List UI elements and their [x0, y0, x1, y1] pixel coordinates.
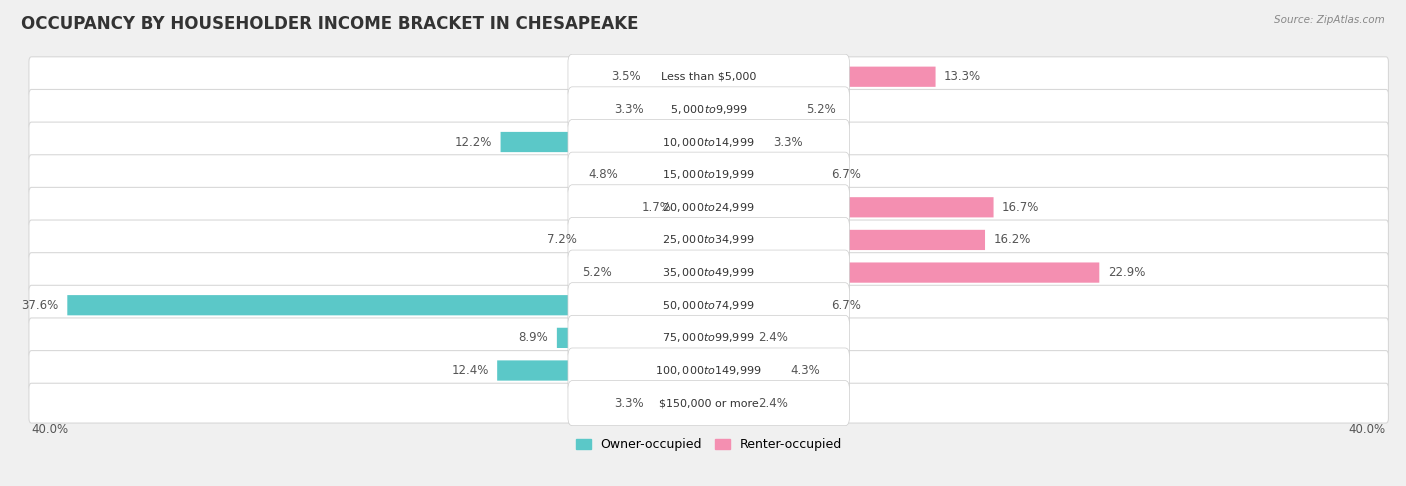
FancyBboxPatch shape [709, 197, 994, 217]
FancyBboxPatch shape [501, 132, 709, 152]
Text: 13.3%: 13.3% [943, 70, 981, 83]
FancyBboxPatch shape [709, 165, 823, 185]
Text: $75,000 to $99,999: $75,000 to $99,999 [662, 331, 755, 345]
Text: 6.7%: 6.7% [831, 168, 862, 181]
FancyBboxPatch shape [709, 328, 749, 348]
FancyBboxPatch shape [709, 67, 935, 87]
FancyBboxPatch shape [568, 348, 849, 393]
Text: 5.2%: 5.2% [806, 103, 835, 116]
FancyBboxPatch shape [650, 67, 709, 87]
Text: $10,000 to $14,999: $10,000 to $14,999 [662, 136, 755, 149]
Text: 37.6%: 37.6% [21, 299, 59, 312]
FancyBboxPatch shape [620, 262, 709, 283]
Text: 8.9%: 8.9% [519, 331, 548, 345]
Text: 6.7%: 6.7% [831, 299, 862, 312]
FancyBboxPatch shape [30, 253, 1389, 293]
Text: 3.3%: 3.3% [614, 103, 644, 116]
FancyBboxPatch shape [568, 87, 849, 132]
FancyBboxPatch shape [568, 315, 849, 361]
FancyBboxPatch shape [679, 197, 709, 217]
Text: $35,000 to $49,999: $35,000 to $49,999 [662, 266, 755, 279]
FancyBboxPatch shape [557, 328, 709, 348]
FancyBboxPatch shape [709, 230, 986, 250]
Text: 7.2%: 7.2% [547, 233, 578, 246]
Text: 2.4%: 2.4% [758, 331, 787, 345]
FancyBboxPatch shape [30, 285, 1389, 325]
Text: 22.9%: 22.9% [1108, 266, 1146, 279]
Text: 3.3%: 3.3% [773, 136, 803, 149]
FancyBboxPatch shape [627, 165, 709, 185]
Text: 4.8%: 4.8% [589, 168, 619, 181]
Text: OCCUPANCY BY HOUSEHOLDER INCOME BRACKET IN CHESAPEAKE: OCCUPANCY BY HOUSEHOLDER INCOME BRACKET … [21, 15, 638, 33]
FancyBboxPatch shape [568, 381, 849, 426]
FancyBboxPatch shape [30, 188, 1389, 227]
Text: $150,000 or more: $150,000 or more [659, 398, 759, 408]
FancyBboxPatch shape [709, 295, 823, 315]
Text: $15,000 to $19,999: $15,000 to $19,999 [662, 168, 755, 181]
FancyBboxPatch shape [709, 99, 797, 120]
FancyBboxPatch shape [498, 361, 709, 381]
FancyBboxPatch shape [709, 361, 782, 381]
Text: $5,000 to $9,999: $5,000 to $9,999 [669, 103, 748, 116]
Text: 1.7%: 1.7% [641, 201, 671, 214]
FancyBboxPatch shape [568, 120, 849, 165]
Text: 12.4%: 12.4% [451, 364, 489, 377]
Text: Source: ZipAtlas.com: Source: ZipAtlas.com [1274, 15, 1385, 25]
FancyBboxPatch shape [568, 250, 849, 295]
FancyBboxPatch shape [568, 283, 849, 328]
FancyBboxPatch shape [30, 220, 1389, 260]
FancyBboxPatch shape [30, 57, 1389, 97]
FancyBboxPatch shape [67, 295, 709, 315]
FancyBboxPatch shape [586, 230, 709, 250]
Text: Less than $5,000: Less than $5,000 [661, 72, 756, 82]
FancyBboxPatch shape [652, 393, 709, 413]
Text: 12.2%: 12.2% [454, 136, 492, 149]
Text: $100,000 to $149,999: $100,000 to $149,999 [655, 364, 762, 377]
FancyBboxPatch shape [30, 122, 1389, 162]
FancyBboxPatch shape [709, 132, 765, 152]
FancyBboxPatch shape [568, 54, 849, 99]
FancyBboxPatch shape [568, 152, 849, 197]
Legend: Owner-occupied, Renter-occupied: Owner-occupied, Renter-occupied [575, 438, 842, 451]
FancyBboxPatch shape [568, 217, 849, 262]
FancyBboxPatch shape [30, 383, 1389, 423]
Text: 3.5%: 3.5% [610, 70, 641, 83]
Text: $25,000 to $34,999: $25,000 to $34,999 [662, 233, 755, 246]
FancyBboxPatch shape [30, 155, 1389, 194]
Text: 16.2%: 16.2% [994, 233, 1031, 246]
FancyBboxPatch shape [30, 89, 1389, 129]
Text: 4.3%: 4.3% [790, 364, 820, 377]
Text: 5.2%: 5.2% [582, 266, 612, 279]
FancyBboxPatch shape [652, 99, 709, 120]
FancyBboxPatch shape [568, 185, 849, 230]
FancyBboxPatch shape [709, 393, 749, 413]
Text: 3.3%: 3.3% [614, 397, 644, 410]
Text: 2.4%: 2.4% [758, 397, 787, 410]
FancyBboxPatch shape [30, 350, 1389, 390]
Text: 40.0%: 40.0% [1348, 423, 1386, 436]
Text: 16.7%: 16.7% [1002, 201, 1039, 214]
FancyBboxPatch shape [30, 318, 1389, 358]
Text: 40.0%: 40.0% [31, 423, 69, 436]
Text: $20,000 to $24,999: $20,000 to $24,999 [662, 201, 755, 214]
FancyBboxPatch shape [709, 262, 1099, 283]
Text: $50,000 to $74,999: $50,000 to $74,999 [662, 299, 755, 312]
